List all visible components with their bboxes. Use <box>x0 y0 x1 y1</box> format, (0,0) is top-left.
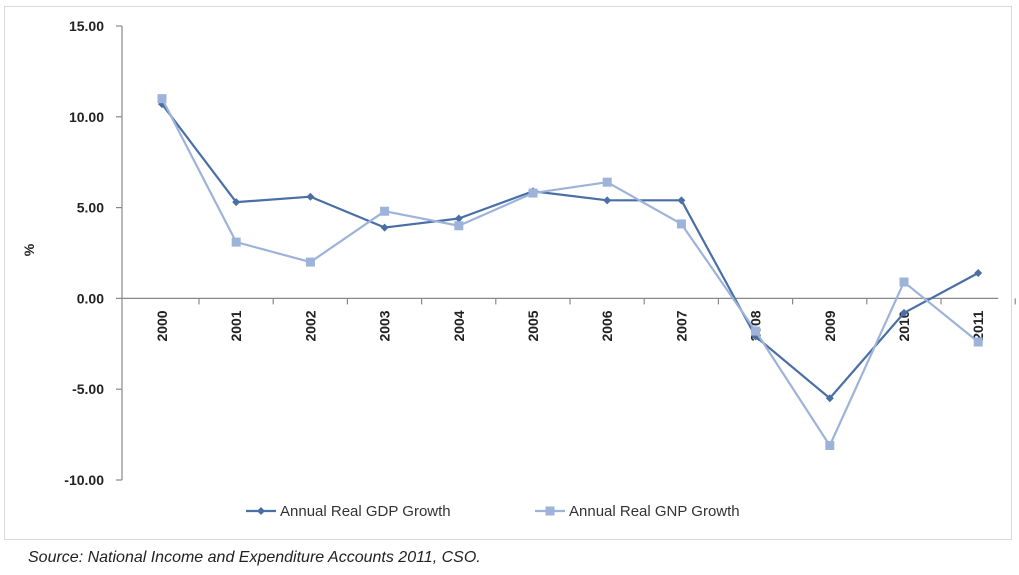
data-point-gnp <box>158 94 167 103</box>
y-tick-label: 10.00 <box>69 109 104 125</box>
data-point-gdp <box>603 196 611 204</box>
y-axis-label: % <box>21 243 37 256</box>
y-tick-label: -10.00 <box>64 472 104 488</box>
x-tick-label: 2002 <box>302 310 318 341</box>
data-point-gnp <box>380 207 389 216</box>
data-point-gnp <box>529 189 538 198</box>
x-tick-label: 2005 <box>525 310 541 341</box>
data-point-gnp <box>974 337 983 346</box>
x-tick-label: 2007 <box>673 310 689 341</box>
data-point-gnp <box>603 178 612 187</box>
y-tick-label: 0.00 <box>77 290 104 306</box>
x-tick-label: 2009 <box>822 310 838 341</box>
y-tick-label: 5.00 <box>77 200 104 216</box>
data-point-gdp <box>974 269 982 277</box>
series-line-gdp <box>162 104 978 398</box>
x-tick-label: 2006 <box>599 310 615 341</box>
y-tick-label: -5.00 <box>72 381 104 397</box>
y-tick-label: 15.00 <box>69 18 104 34</box>
legend-label-gnp: Annual Real GNP Growth <box>569 503 740 520</box>
data-point-gnp <box>232 238 241 247</box>
x-tick-label: 2000 <box>154 310 170 341</box>
data-point-gnp <box>454 221 463 230</box>
series-line-gnp <box>162 99 978 446</box>
x-tick-label: 2003 <box>377 310 393 341</box>
line-chart: 15.00 10.00 5.00 0.00 -5.00 -10.00% 2000 2001 20… <box>0 0 1019 545</box>
x-tick-label: 2004 <box>451 310 467 341</box>
data-point-gnp <box>825 441 834 450</box>
data-point-gdp <box>381 224 389 232</box>
source-note: Source: National Income and Expenditure … <box>28 549 481 567</box>
data-point-gnp <box>900 278 909 287</box>
x-tick-label: 2001 <box>228 310 244 341</box>
data-point-gnp <box>306 258 315 267</box>
legend-marker-gdp <box>257 507 265 515</box>
data-point-gnp <box>677 219 686 228</box>
legend-marker-gnp <box>546 507 555 516</box>
legend-label-gdp: Annual Real GDP Growth <box>280 503 451 520</box>
data-point-gdp <box>677 196 685 204</box>
data-point-gnp <box>751 327 760 336</box>
data-point-gdp <box>306 193 314 201</box>
